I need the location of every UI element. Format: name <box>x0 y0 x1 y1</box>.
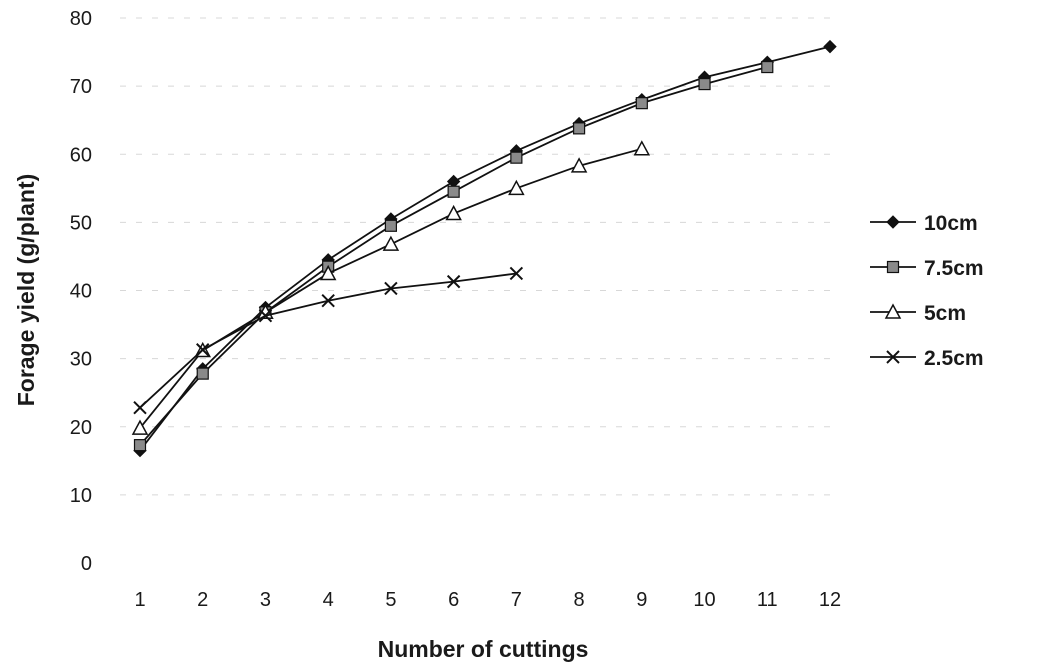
legend-item: 10cm <box>870 212 978 235</box>
series-10cm <box>133 39 837 458</box>
legend-item: 7.5cm <box>870 257 984 280</box>
x-marker <box>258 308 273 323</box>
x-tick-label: 8 <box>574 589 585 611</box>
square-marker <box>572 122 586 135</box>
y-tick-label: 0 <box>81 553 92 575</box>
series-line <box>139 66 768 446</box>
x-tick-label: 9 <box>636 589 647 611</box>
legend-label: 2.5cm <box>924 347 984 370</box>
triangle-marker <box>382 235 400 251</box>
x-tick-label: 6 <box>448 589 459 611</box>
series-line <box>139 272 517 409</box>
triangle-marker <box>319 264 337 281</box>
square-marker <box>196 367 209 380</box>
y-tick-label: 30 <box>70 349 92 371</box>
square-marker <box>510 151 523 164</box>
legend: 10cm 7.5cm 5cm 2.5cm <box>870 212 984 370</box>
triangle-marker <box>570 157 588 173</box>
x-tick-label: 2 <box>197 589 208 611</box>
series-layer <box>131 39 837 458</box>
series-line <box>139 45 831 452</box>
legend-item: 5cm <box>870 302 966 325</box>
x-tick-label: 3 <box>260 589 271 611</box>
y-tick-labels: 0 10 20 30 40 50 60 70 80 <box>70 8 92 575</box>
x-tick-label: 10 <box>693 589 715 611</box>
diamond-marker <box>886 215 900 229</box>
square-marker <box>635 97 648 110</box>
grid-layer <box>120 17 840 496</box>
x-tick-label: 4 <box>323 589 334 611</box>
x-marker <box>321 294 335 308</box>
triangle-marker <box>633 140 651 156</box>
legend-label: 5cm <box>924 302 966 325</box>
x-marker <box>196 343 210 357</box>
series-7.5cm <box>133 60 774 452</box>
square-marker <box>761 60 774 74</box>
triangle-marker <box>508 179 525 196</box>
y-tick-label: 20 <box>70 417 92 439</box>
square-marker <box>886 260 900 274</box>
square-marker <box>133 439 147 452</box>
triangle-marker <box>445 204 462 221</box>
x-marker <box>384 281 398 296</box>
series-2.5cm <box>133 266 524 415</box>
legend-label: 10cm <box>924 212 978 235</box>
x-marker <box>509 266 524 281</box>
x-tick-label: 1 <box>134 589 145 611</box>
x-tick-label: 7 <box>511 589 522 611</box>
x-axis-title: Number of cuttings <box>378 636 589 662</box>
x-tick-label: 11 <box>757 589 778 611</box>
x-marker <box>133 400 147 415</box>
y-tick-label: 60 <box>70 144 92 166</box>
triangle-marker <box>131 419 149 435</box>
square-marker <box>384 219 398 232</box>
diamond-marker <box>823 39 837 54</box>
y-axis-title: Forage yield (g/plant) <box>13 174 39 407</box>
y-tick-label: 40 <box>70 281 92 303</box>
x-marker <box>886 350 900 364</box>
x-tick-label: 5 <box>385 589 396 611</box>
square-marker <box>698 77 711 91</box>
x-tick-labels: 1 2 3 4 5 6 7 8 9 10 11 12 <box>134 589 841 611</box>
square-marker <box>447 185 460 198</box>
legend-label: 7.5cm <box>924 257 984 280</box>
triangle-marker <box>884 303 902 319</box>
x-marker <box>446 274 461 289</box>
y-tick-label: 70 <box>70 76 92 98</box>
x-tick-label: 12 <box>819 589 841 611</box>
y-tick-label: 80 <box>70 8 92 30</box>
y-tick-label: 10 <box>70 485 92 507</box>
legend-item: 2.5cm <box>870 347 984 370</box>
y-tick-label: 50 <box>70 212 92 234</box>
